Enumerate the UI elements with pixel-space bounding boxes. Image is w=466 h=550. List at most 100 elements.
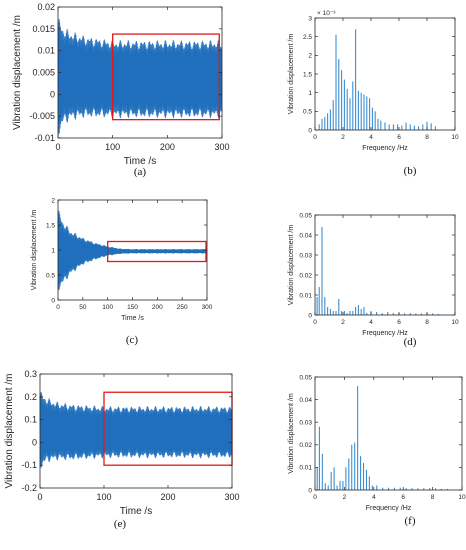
x-axis-label: Frequency /Hz: [362, 330, 408, 337]
y-tick-label: 0.5: [303, 109, 312, 116]
y-tick-label: -0.005: [29, 111, 55, 121]
x-tick-label: 300: [224, 492, 239, 502]
y-tick-label: 0.02: [37, 2, 55, 12]
y-tick-label: 2: [308, 53, 312, 60]
panel-caption: (f): [405, 515, 416, 527]
x-tick-label: 0: [313, 319, 317, 326]
y-tick-label: 0.005: [32, 68, 55, 78]
x-tick-label: 4: [372, 494, 376, 501]
x-axis-label: Time /s: [120, 506, 152, 517]
y-tick-label: 0: [51, 297, 55, 304]
y-tick-label: 1.5: [303, 71, 312, 78]
y-tick-label: 1: [51, 247, 55, 254]
axes-box-f: [314, 376, 463, 491]
x-axis-label: Frequency /Hz: [366, 505, 412, 512]
y-tick-label: 0.02: [299, 442, 312, 449]
panel-caption: (c): [126, 334, 139, 346]
x-tick-label: 250: [177, 304, 188, 311]
highlight-box-a: [112, 33, 220, 121]
x-tick-label: 2: [341, 134, 345, 141]
y-tick-label: 0.04: [299, 397, 312, 404]
x-tick-label: 0: [313, 134, 317, 141]
x-tick-label: 10: [451, 134, 459, 141]
x-tick-label: 200: [152, 304, 163, 311]
y-axis-label: Vibration displacement /m: [288, 393, 295, 474]
y-tick-label: 0: [308, 127, 312, 134]
panel-e: 0 100 200 300 -0.2 -0.1 0 0.1 0.2 0.3 Time /s Vibra…: [4, 369, 240, 530]
signal-line-a: [57, 18, 223, 135]
x-tick-label: 8: [425, 134, 429, 141]
x-tick-label: 0: [37, 492, 42, 502]
panel-caption: (d): [404, 336, 417, 348]
y-tick-label: 0.03: [299, 420, 312, 427]
y-tick-label: 0.3: [24, 369, 37, 379]
panel-a: 0 100 200 300 -0.01 -0.005 0 0.005 0.01 0.015 0.02…: [12, 2, 230, 178]
y-axis-label: Vibration displacement /m: [12, 15, 23, 130]
panel-f: 0 2 4 6 8 10 0 0.01 0.02 0.03 0.04 0.05 Frequency /H…: [288, 374, 466, 527]
x-tick-label: 0: [313, 494, 317, 501]
y-tick-label: 2: [51, 197, 55, 204]
x-tick-label: 2: [341, 319, 345, 326]
signal-line-c: [57, 210, 208, 291]
y-tick-label: -0.1: [21, 460, 37, 470]
y-tick-label: 0: [308, 312, 312, 319]
y-tick-label: 0.01: [299, 465, 312, 472]
x-tick-label: 0: [56, 304, 60, 311]
y-tick-label: 3: [308, 15, 312, 22]
axes-box-d: [314, 214, 456, 316]
x-tick-label: 10: [451, 319, 459, 326]
y-tick-label: 0: [308, 487, 312, 494]
y-tick-label: 0.03: [299, 252, 312, 259]
y-tick-label: 2.5: [303, 34, 312, 41]
x-tick-label: 4: [369, 319, 373, 326]
panel-caption: (a): [134, 166, 147, 178]
x-tick-label: 200: [160, 492, 175, 502]
signal-line-e: [39, 391, 233, 469]
y-tick-label: 0.015: [32, 24, 55, 34]
y-tick-label: 0.2: [24, 392, 37, 402]
x-tick-label: 100: [105, 142, 120, 152]
x-tick-label: 300: [202, 304, 213, 311]
y-tick-label: 1: [308, 90, 312, 97]
x-tick-label: 300: [214, 142, 229, 152]
y-tick-label: 0: [32, 437, 37, 447]
x-axis-label: Frequency /Hz: [362, 145, 408, 152]
highlight-box-c: [107, 240, 207, 263]
y-tick-label: 0.01: [37, 46, 55, 56]
y-tick-label: 0.1: [24, 415, 37, 425]
x-tick-label: 2: [343, 494, 347, 501]
x-tick-label: 0: [55, 142, 60, 152]
y-tick-label: -0.2: [21, 483, 37, 493]
panel-c: 0 50 100 150 200 250 300 0 0.5 1 1.5 2 Time /s Vibrat…: [31, 197, 213, 346]
x-tick-label: 8: [431, 494, 435, 501]
x-tick-label: 4: [369, 134, 373, 141]
x-tick-label: 50: [79, 304, 87, 311]
y-axis-label: Vibration displacement /m: [31, 210, 38, 291]
x-axis-label: Time /s: [121, 315, 144, 322]
y-tick-label: 0.5: [46, 272, 55, 279]
y-tick-label: 0: [50, 89, 55, 99]
y-tick-label: 0.02: [299, 272, 312, 279]
x-tick-label: 100: [96, 492, 111, 502]
panel-d: 0 2 4 6 8 10 0 0.01 0.02 0.03 0.04 0.05 Frequency /H…: [288, 212, 459, 348]
y-tick-label: 0.05: [299, 212, 312, 219]
x-tick-label: 8: [425, 319, 429, 326]
axes-box-e: [39, 373, 233, 489]
y-tick-label: 0.05: [299, 374, 312, 381]
panel-caption: (b): [404, 165, 417, 177]
x-tick-label: 6: [397, 319, 401, 326]
y-tick-label: 1.5: [46, 222, 55, 229]
x-axis-label: Time /s: [124, 156, 156, 167]
panel-caption: (e): [114, 518, 127, 530]
y-tick-label: -0.01: [34, 133, 55, 143]
x-tick-label: 6: [401, 494, 405, 501]
x-tick-label: 100: [102, 304, 113, 311]
y-axis-label: Vibration displacement /m: [288, 34, 295, 115]
y-exponent-label: × 10⁻³: [317, 10, 336, 17]
panel-b: 0 2 4 6 8 10 0 0.5 1 1.5 2 2.5 3 × 10⁻³ Frequency /Hz V…: [288, 10, 459, 177]
x-tick-label: 10: [458, 494, 466, 501]
x-tick-label: 150: [127, 304, 138, 311]
x-tick-label: 200: [160, 142, 175, 152]
x-tick-label: 6: [397, 134, 401, 141]
